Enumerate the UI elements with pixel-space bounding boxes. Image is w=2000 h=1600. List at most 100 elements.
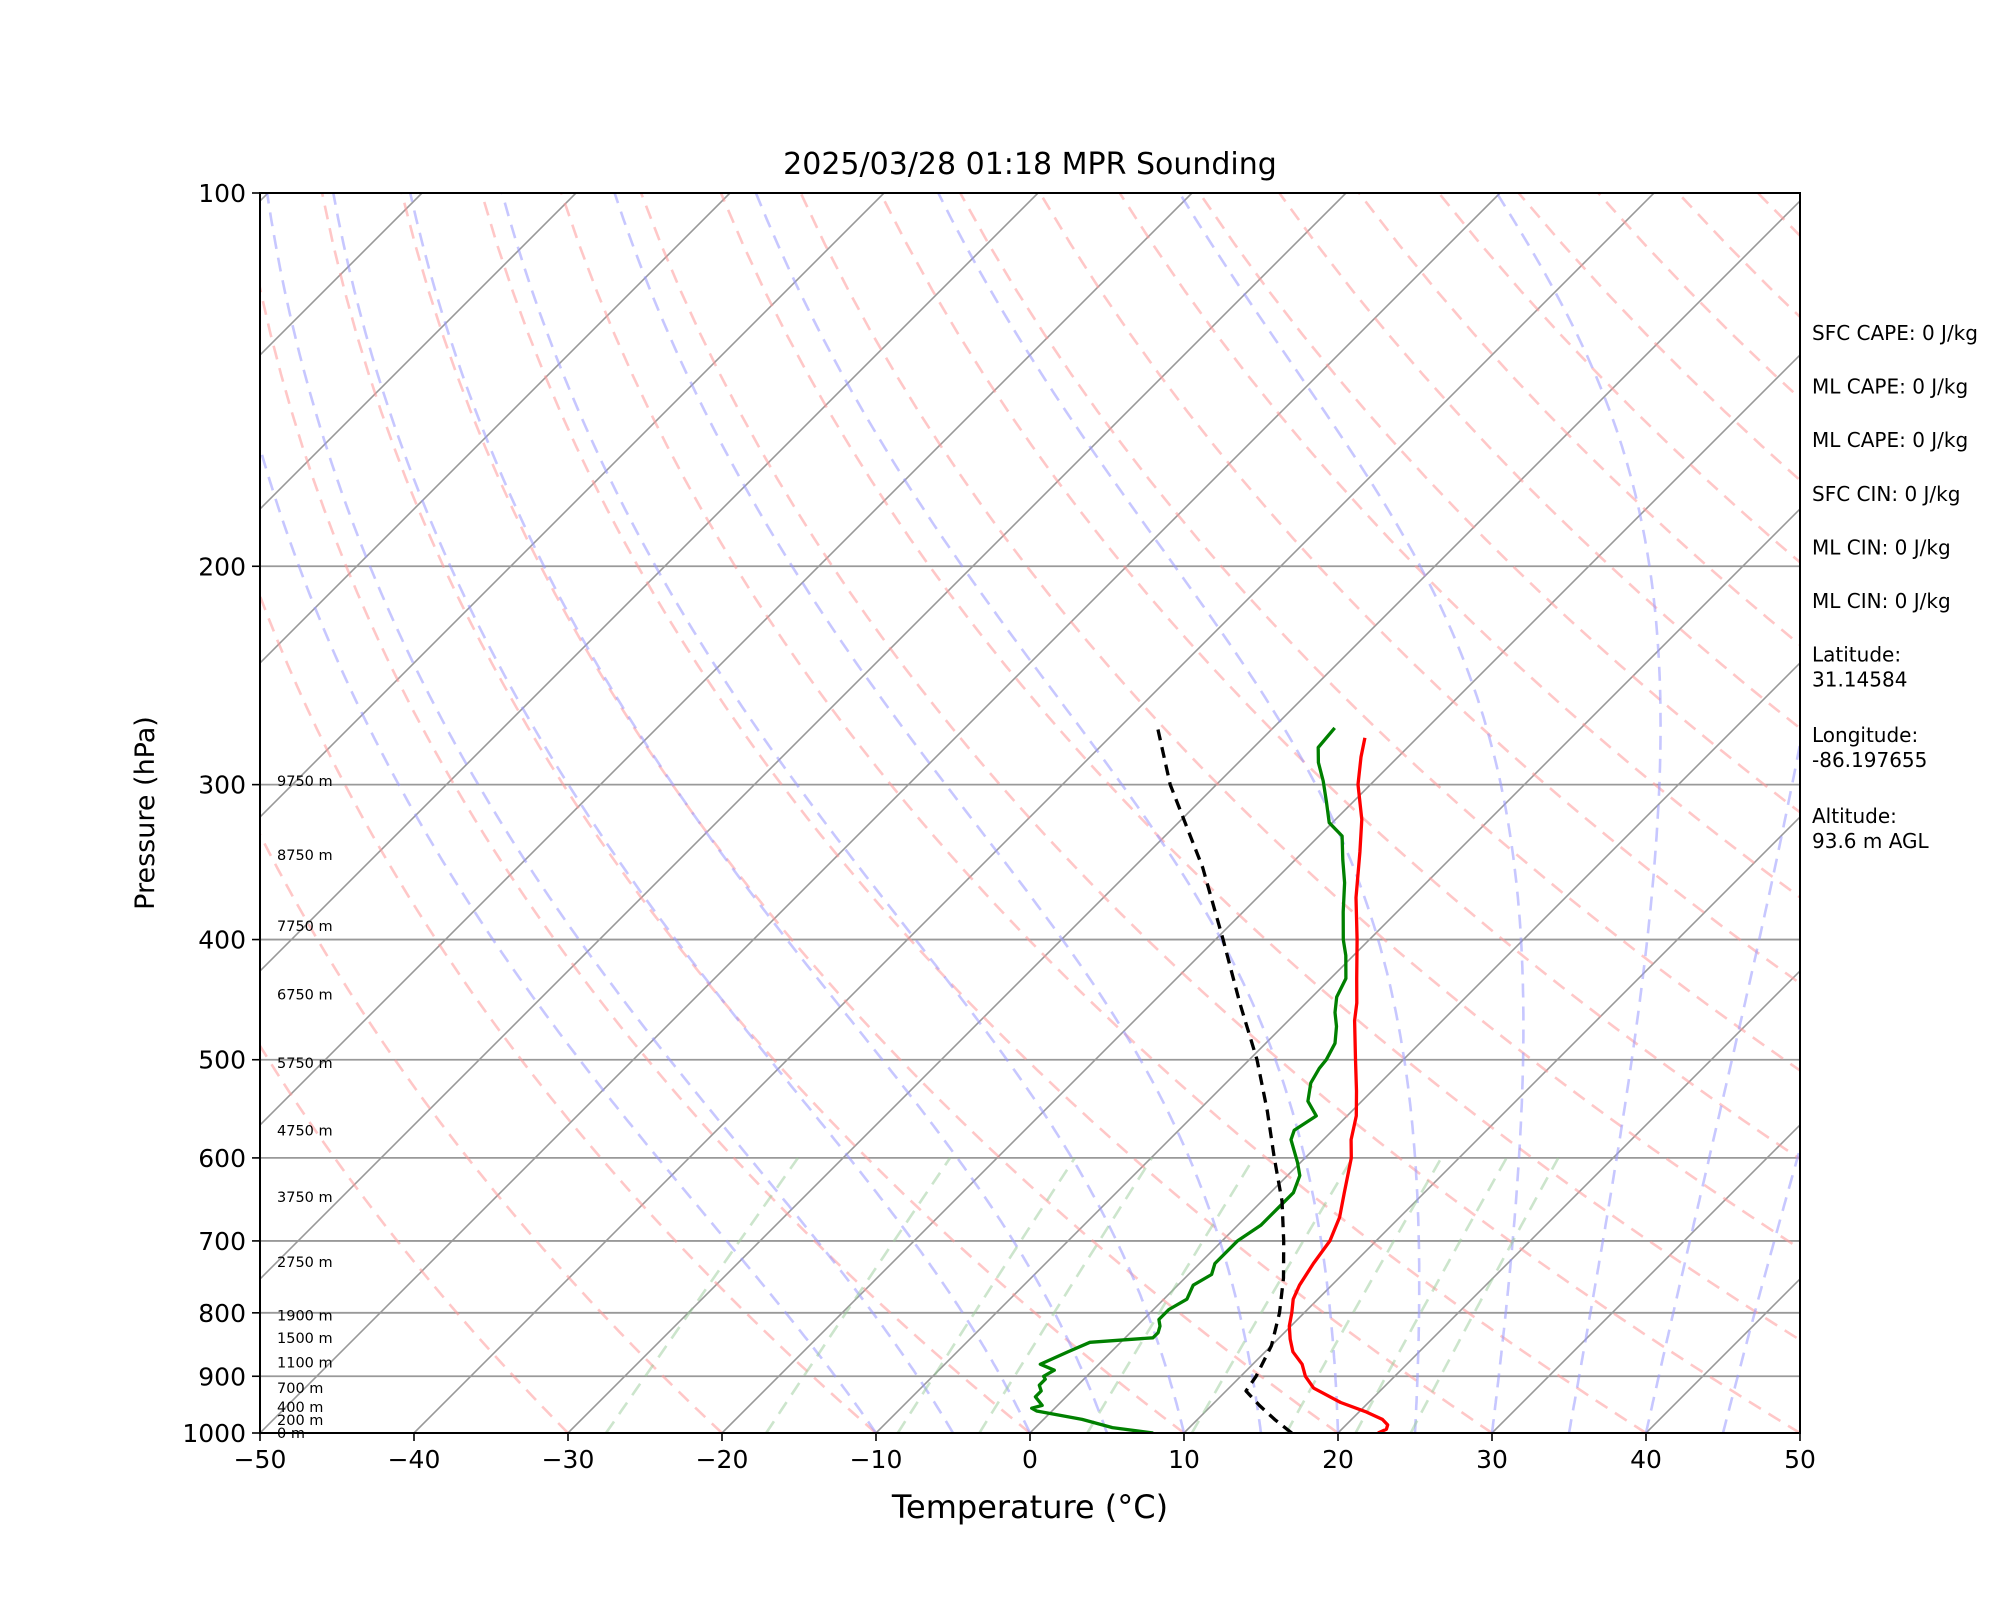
height-label: 1900 m [277, 1309, 333, 1325]
dry-adiabat-line [1038, 193, 1800, 985]
mixing-ratio-line [765, 1157, 952, 1433]
info-line: ML CIN: 0 J/kg [1812, 535, 1951, 559]
height-label: 200 m [277, 1413, 323, 1429]
isotherm-line [567, 199, 1800, 1433]
x-axis-label: Temperature (°C) [891, 1488, 1168, 1526]
y-tick-label: 100 [198, 179, 246, 208]
dry-adiabat-line [1118, 193, 1800, 899]
height-label: 0 m [277, 1426, 305, 1442]
info-line: -86.197655 [1812, 748, 1927, 772]
dry-adiabat-line [400, 193, 1339, 1433]
info-line: ML CIN: 0 J/kg [1812, 589, 1951, 613]
isotherm-line [0, 193, 114, 1433]
plot-frame [259, 192, 1801, 1434]
mixing-ratio-line [1086, 1157, 1255, 1433]
axes: −50 −40 −30 −20 −10 0 10 20 30 40 50 1000 900 800 700 6… [182, 179, 1816, 1474]
moist-adiabat-line [754, 193, 1340, 1433]
height-label: 1100 m [277, 1355, 333, 1371]
dry-adiabat-line [719, 193, 1800, 1342]
isotherm-line [1183, 815, 1800, 1433]
mixing-ratio-line [1409, 1157, 1560, 1433]
info-line: 31.14584 [1812, 668, 1907, 692]
height-label: 3750 m [277, 1190, 333, 1206]
dewpoint-line [1030, 726, 1348, 1433]
y-tick-label: 300 [198, 771, 246, 800]
x-tick-label: −30 [542, 1445, 595, 1474]
x-tick-label: −40 [388, 1445, 441, 1474]
dry-adiabat-line [480, 193, 1493, 1433]
isotherm-line [413, 193, 1655, 1433]
moist-adiabat-line [332, 193, 1032, 1433]
info-panel: SFC CAPE: 0 J/kg ML CAPE: 0 J/kg ML CAPE: … [1812, 321, 1978, 853]
background-lines [0, 193, 1800, 1433]
x-tick-label: 20 [1322, 1445, 1354, 1474]
height-label: 1500 m [277, 1331, 333, 1347]
isotherm-line [260, 193, 1039, 973]
x-tick-label: 10 [1168, 1445, 1200, 1474]
sounding-lines [1030, 726, 1390, 1433]
isotherm-line [1491, 1123, 1800, 1433]
height-label: 6750 m [277, 988, 333, 1004]
info-panel-item: ML CIN: 0 J/kg [1812, 589, 1951, 613]
dry-adiabat-line [260, 1043, 569, 1433]
x-tick-label: 0 [1022, 1445, 1038, 1474]
mixing-ratio-line [1190, 1157, 1354, 1433]
mixing-ratio-line [604, 1157, 800, 1433]
y-tick-label: 400 [198, 926, 246, 955]
x-tick-label: −10 [850, 1445, 903, 1474]
y-tick-label: 1000 [182, 1419, 246, 1448]
dry-adiabat-line [560, 193, 1647, 1433]
x-tick-label: −20 [696, 1445, 749, 1474]
isotherm-line [260, 193, 1501, 1433]
moist-adiabat-line [613, 193, 1263, 1433]
info-panel-item: Latitude: 31.14584 [1812, 643, 1907, 692]
moist-adiabat-line [265, 193, 955, 1433]
x-tick-label: 30 [1476, 1445, 1508, 1474]
dry-adiabat-line [639, 193, 1800, 1433]
info-line: SFC CAPE: 0 J/kg [1812, 321, 1978, 345]
dry-adiabat-line [260, 831, 723, 1433]
dry-adiabat-line [260, 592, 877, 1433]
mixing-ratio-line [896, 1157, 1076, 1433]
moist-adiabat-line [408, 193, 1109, 1433]
height-label: 700 m [277, 1381, 323, 1397]
isotherm-line [875, 507, 1800, 1433]
x-tick-label: −50 [234, 1445, 287, 1474]
dry-adiabat-line [879, 193, 1800, 1161]
info-line: 93.6 m AGL [1812, 829, 1930, 853]
info-line: SFC CIN: 0 J/kg [1812, 482, 1960, 506]
x-tick-label: 50 [1784, 1445, 1816, 1474]
parcel-line [1155, 727, 1293, 1433]
y-tick-label: 600 [198, 1144, 246, 1173]
height-label: 2750 m [277, 1255, 333, 1271]
y-tick-label: 500 [198, 1046, 246, 1075]
x-tick-label: 40 [1630, 1445, 1662, 1474]
height-label: 400 m [277, 1400, 323, 1416]
dry-adiabat-line [799, 193, 1800, 1251]
info-panel-item: Longitude: -86.197655 [1812, 723, 1927, 772]
y-tick-label: 800 [198, 1299, 246, 1328]
info-panel-item: ML CIN: 0 J/kg [1812, 535, 1951, 559]
height-label: 8750 m [277, 848, 333, 864]
info-panel-item: ML CAPE: 0 J/kg [1812, 375, 1968, 399]
mixing-ratio-line [978, 1157, 1153, 1433]
moist-adiabat-line [1495, 193, 1662, 1433]
height-label: 7750 m [277, 919, 333, 935]
isotherm-line [260, 193, 731, 665]
y-tick-label: 700 [198, 1227, 246, 1256]
moist-adiabat-line [937, 193, 1421, 1433]
info-panel-item: Altitude: 93.6 m AGL [1812, 804, 1930, 853]
y-axis-label: Pressure (hPa) [130, 716, 161, 910]
isotherm-line [1029, 661, 1800, 1433]
moist-adiabat-line [1178, 193, 1525, 1433]
isotherm-line [721, 353, 1800, 1433]
moist-adiabat-line [1644, 737, 1800, 1433]
y-tick-label: 200 [198, 552, 246, 581]
isotherm-line [1337, 969, 1800, 1433]
info-line: ML CAPE: 0 J/kg [1812, 428, 1968, 452]
info-line: Longitude: [1812, 723, 1918, 747]
isotherm-line [260, 193, 577, 511]
info-line: ML CAPE: 0 J/kg [1812, 375, 1968, 399]
moist-adiabat-line [500, 193, 1186, 1433]
